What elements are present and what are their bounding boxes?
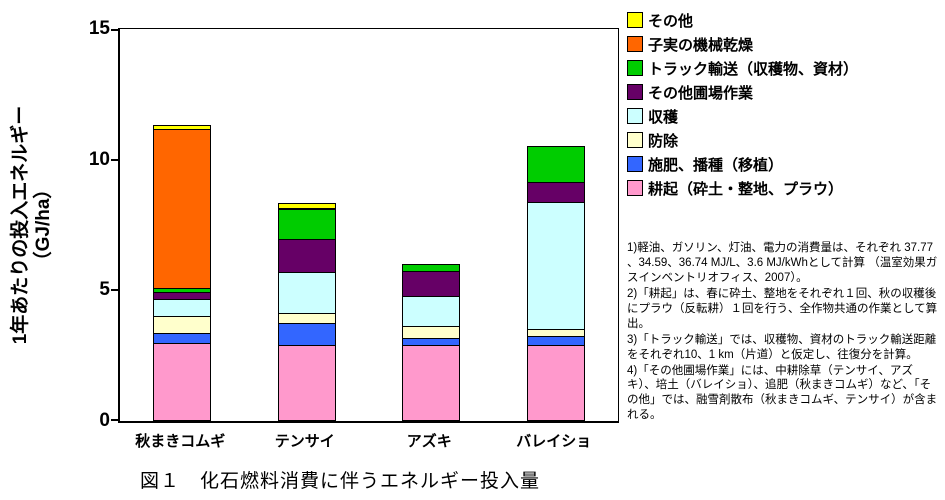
y-axis-title: 1年あたりの投入エネルギー （GJ/ha） xyxy=(9,15,57,435)
legend-label: その他 xyxy=(648,12,694,30)
legend-item: 子実の機械乾燥 xyxy=(627,32,939,56)
notes: 1)軽油、ガソリン、灯油、電力の消費量は、それぞれ 37.77 、34.59、3… xyxy=(627,241,940,424)
stacked-bar xyxy=(153,124,212,421)
plot-area: 0 5 10 15 xyxy=(89,18,619,431)
bar-segment xyxy=(526,201,585,330)
legend-item: 防除 xyxy=(627,128,939,152)
stacked-bar xyxy=(526,146,585,421)
bar-segment xyxy=(526,146,585,183)
y-tick-label: 10 xyxy=(88,148,110,170)
legend-label: 施肥、播種（移植） xyxy=(648,156,784,174)
bar-segment xyxy=(277,345,336,421)
legend-swatch-icon xyxy=(627,156,643,172)
bar-segment xyxy=(402,295,461,328)
legend-item: 施肥、播種（移植） xyxy=(627,152,939,176)
y-tick-label: 0 xyxy=(99,410,110,431)
bar-segment xyxy=(153,315,212,335)
x-axis-label: テンサイ xyxy=(274,433,335,450)
footnote: 3)「トラック輸送」では、収穫物、資材のトラック輸送距離をそれぞれ10、1 km… xyxy=(627,333,937,361)
bar-segment xyxy=(277,209,336,241)
legend-label: 収穫 xyxy=(648,108,679,126)
figure-caption: 図１ 化石燃料消費に伴うエネルギー投入量 xyxy=(139,471,540,492)
footnote: 4)「その他圃場作業」には、中耕除草（テンサイ、アズキ）、培土（バレイショ）、追… xyxy=(627,364,938,422)
bar-segment xyxy=(277,272,336,315)
y-tick-mark xyxy=(111,289,119,292)
legend-item: その他圃場作業 xyxy=(627,80,939,104)
stacked-bar xyxy=(277,203,336,421)
legend-swatch-icon xyxy=(627,84,643,100)
bar-segment xyxy=(402,345,461,421)
y-tick-label: 5 xyxy=(99,279,110,301)
x-axis-label: バレイショ xyxy=(516,433,592,450)
y-tick-mark xyxy=(111,158,119,161)
legend-label: その他圃場作業 xyxy=(648,84,754,102)
legend-swatch-icon xyxy=(627,132,643,148)
y-tick-mark xyxy=(111,29,119,31)
legend-swatch-icon xyxy=(627,108,643,124)
x-axis-label: アズキ xyxy=(406,433,452,450)
legend-swatch-icon xyxy=(627,60,643,76)
bar-segment xyxy=(153,129,212,289)
bar-segment xyxy=(153,342,212,421)
footnote: 2)「耕起」は、春に砕土、整地をそれぞれ１回、秋の収穫後にプラウ（反転耕）１回を… xyxy=(627,287,938,330)
legend-label: 子実の機械乾燥 xyxy=(648,36,754,54)
legend-swatch-icon xyxy=(627,36,643,52)
bar-segment xyxy=(277,239,336,274)
y-axis-unit: （GJ/ha） xyxy=(33,179,55,271)
y-axis-title-text: 1年あたりの投入エネルギー xyxy=(10,105,31,345)
bar-segment xyxy=(402,270,461,297)
legend-item: 収穫 xyxy=(627,104,939,128)
legend: その他子実の機械乾燥トラック輸送（収穫物、資材） その他圃場作業 収穫防除施肥、播種… xyxy=(627,8,939,200)
legend-label: 耕起（砕土・整地、プラウ） xyxy=(648,180,844,198)
legend-swatch-icon xyxy=(627,180,643,196)
legend-item: トラック輸送（収穫物、資材） xyxy=(627,56,939,80)
x-axis-label: 秋まきコムギ xyxy=(135,433,226,450)
legend-label: 防除 xyxy=(648,132,679,150)
legend-label: トラック輸送（収穫物、資材） xyxy=(648,60,859,78)
footnote: 1)軽油、ガソリン、灯油、電力の消費量は、それぞれ 37.77 、34.59、3… xyxy=(627,242,938,284)
bar-segment xyxy=(526,181,585,203)
legend-item: 耕起（砕土・整地、プラウ） xyxy=(627,176,939,200)
bar-segment xyxy=(277,322,336,347)
y-tick-mark xyxy=(111,419,119,421)
stacked-bar xyxy=(402,264,461,421)
bar-segment xyxy=(153,298,212,317)
legend-swatch-icon xyxy=(627,12,643,28)
legend-item: その他 xyxy=(627,8,939,32)
bar-segment xyxy=(526,345,585,421)
y-tick-label: 15 xyxy=(88,18,110,39)
